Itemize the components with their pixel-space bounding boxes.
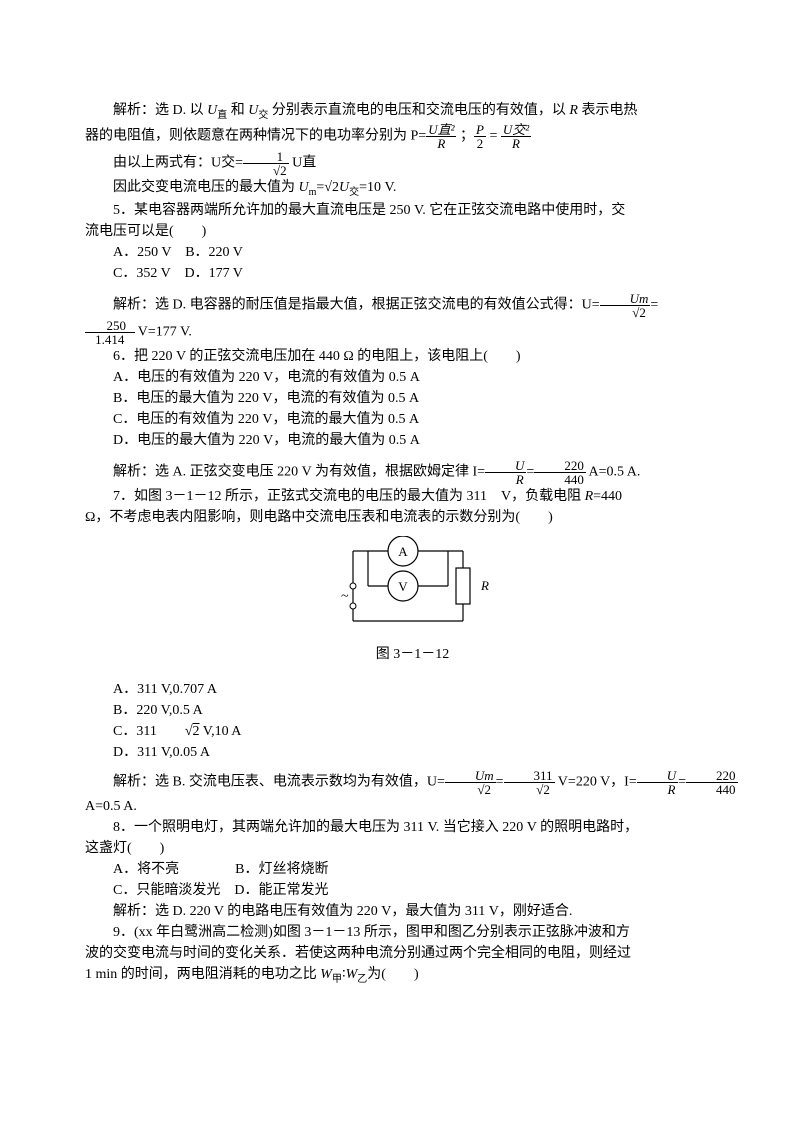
q6-optC: C．电压的有效值为 220 V，电流的最大值为 0.5 A <box>85 409 740 430</box>
q5-options-row1: A．250 V B．220 V <box>85 242 740 263</box>
q6-stem: 6．把 220 V 的正弦交流电压加在 440 Ω 的电阻上，该电阻上( ) <box>85 346 740 367</box>
q7-optC: C．3112 V,10 A <box>85 721 740 742</box>
q4-analysis-line2: 器的电阻值，则依题意在两种情况下的电功率分别为 P=U直²R ；P2 = U交²… <box>85 123 740 150</box>
q7-figure-label: 图 3－1－12 <box>85 644 740 665</box>
q7-optA: A．311 V,0.707 A <box>85 679 740 700</box>
q5-analysis-2: 250 1.414 V=177 V. <box>85 319 740 346</box>
voltmeter-label: V <box>398 579 408 594</box>
resistor-label: R <box>480 578 489 593</box>
q9-stem-1: 9．(xx 年白鹭洲高二检测)如图 3－1－13 所示，图甲和图乙分别表示正弦脉… <box>85 922 740 943</box>
q7-optB: B．220 V,0.5 A <box>85 700 740 721</box>
q8-analysis: 解析：选 D. 220 V 的电路电压有效值为 220 V，最大值为 311 V… <box>85 901 740 922</box>
q7-analysis: 解析：选 B. 交流电压表、电流表示数均为有效值，U=Um√2=311√2 V=… <box>85 769 740 796</box>
q5-stem-2: 流电压可以是( ) <box>85 221 740 242</box>
source-label: ~ <box>341 589 349 604</box>
q7-analysis-tail: A=0.5 A. <box>85 796 740 817</box>
q8-stem-1: 8．一个照明电灯，其两端允许加的最大电压为 311 V. 当它接入 220 V … <box>85 817 740 838</box>
q5-stem-1: 5．某电容器两端所允许加的最大直流电压是 250 V. 它在正弦交流电路中使用时… <box>85 200 740 221</box>
q7-optD: D．311 V,0.05 A <box>85 742 740 763</box>
q8-options-row2: C．只能暗淡发光 D．能正常发光 <box>85 880 740 901</box>
q5-options-row2: C．352 V D．177 V <box>85 263 740 284</box>
q9-stem-3: 1 min 的时间，两电阻消耗的电功之比 W甲∶W乙为( ) <box>85 964 740 987</box>
q6-analysis: 解析：选 A. 正弦交变电压 220 V 为有效值，根据欧姆定律 I=UR=22… <box>85 459 740 486</box>
q4-derivation: 由以上两式有：U交=1√2 U直 <box>85 150 740 177</box>
q4-analysis-line1: 解析：选 D. 以 U直 和 U交 分别表示直流电的电压和交流电压的有效值，以 … <box>85 100 740 123</box>
q8-options-row1: A．将不亮 B．灯丝将烧断 <box>85 859 740 880</box>
q8-stem-2: 这盏灯( ) <box>85 838 740 859</box>
ammeter-label: A <box>398 544 408 559</box>
q9-stem-2: 波的交变电流与时间的变化关系．若使这两种电流分别通过两个完全相同的电阻，则经过 <box>85 943 740 964</box>
q7-stem-1: 7．如图 3－1－12 所示，正弦式交流电的电压的最大值为 311 V，负载电阻… <box>85 486 740 507</box>
q6-optA: A．电压的有效值为 220 V，电流的有效值为 0.5 A <box>85 367 740 388</box>
q5-analysis: 解析：选 D. 电容器的耐压值是指最大值，根据正弦交流电的有效值公式得：U=Um… <box>85 292 740 319</box>
q7-stem-2: Ω，不考虑电表内阻影响，则电路中交流电压表和电流表的示数分别为( ) <box>85 507 740 528</box>
q7-circuit-figure: A V R ~ <box>85 536 740 636</box>
q4-therefore: 因此交变电流电压的最大值为 Um=√2U交=10 V. <box>85 177 740 200</box>
q6-optB: B．电压的最大值为 220 V，电流的有效值为 0.5 A <box>85 388 740 409</box>
q6-optD: D．电压的最大值为 220 V，电流的最大值为 0.5 A <box>85 430 740 451</box>
